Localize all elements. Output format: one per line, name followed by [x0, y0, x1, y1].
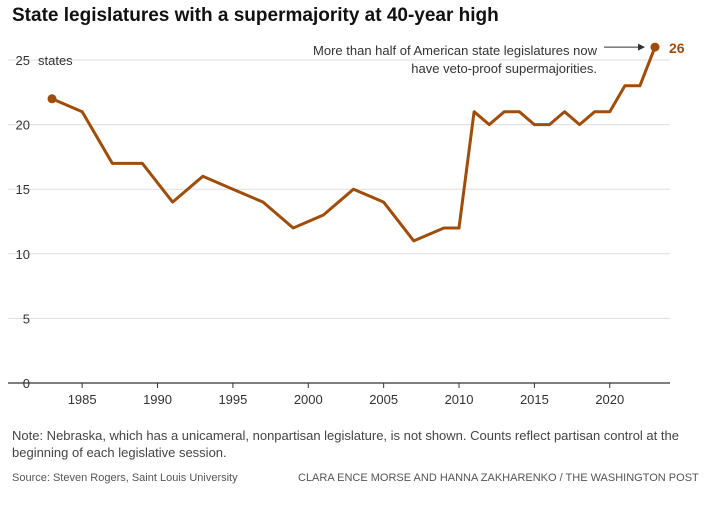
source-credit: Source: Steven Rogers, Saint Louis Unive…: [12, 472, 238, 484]
y-tick-label: 0: [23, 376, 30, 391]
y-tick-label: 10: [16, 247, 30, 262]
x-tick-label: 1990: [143, 392, 172, 407]
x-tick-label: 2020: [595, 392, 624, 407]
y-tick-label: 20: [16, 118, 30, 133]
x-tick-label: 2005: [369, 392, 398, 407]
y-tick-label: 5: [23, 311, 30, 326]
end-point: [650, 42, 660, 52]
annotation-line: More than half of American state legisla…: [313, 43, 598, 58]
end-value-label: 26: [669, 40, 685, 56]
annotation-line: have veto-proof supermajorities.: [411, 61, 597, 76]
line-chart: 0 5 10 15 20 25 states 1985 1990 1995 2000 2005 2010…: [8, 40, 685, 407]
x-tick-label: 1985: [68, 392, 97, 407]
chart-title: State legislatures with a supermajority …: [12, 5, 499, 26]
x-tick-label: 2000: [294, 392, 323, 407]
byline-credit: CLARA ENCE MORSE AND HANNA ZAKHARENKO / …: [298, 472, 699, 484]
y-tick-label: 15: [16, 182, 30, 197]
annotation-arrow-head: [638, 43, 645, 51]
x-tick-label: 1995: [218, 392, 247, 407]
x-tick-label: 2010: [445, 392, 474, 407]
x-tick-label: 2015: [520, 392, 549, 407]
series-line: [50, 45, 657, 243]
start-point: [47, 94, 57, 104]
y-tick-label: 25: [16, 53, 30, 68]
y-axis-label: states: [38, 53, 73, 68]
chart-note: Note: Nebraska, which has a unicameral, …: [12, 428, 679, 460]
